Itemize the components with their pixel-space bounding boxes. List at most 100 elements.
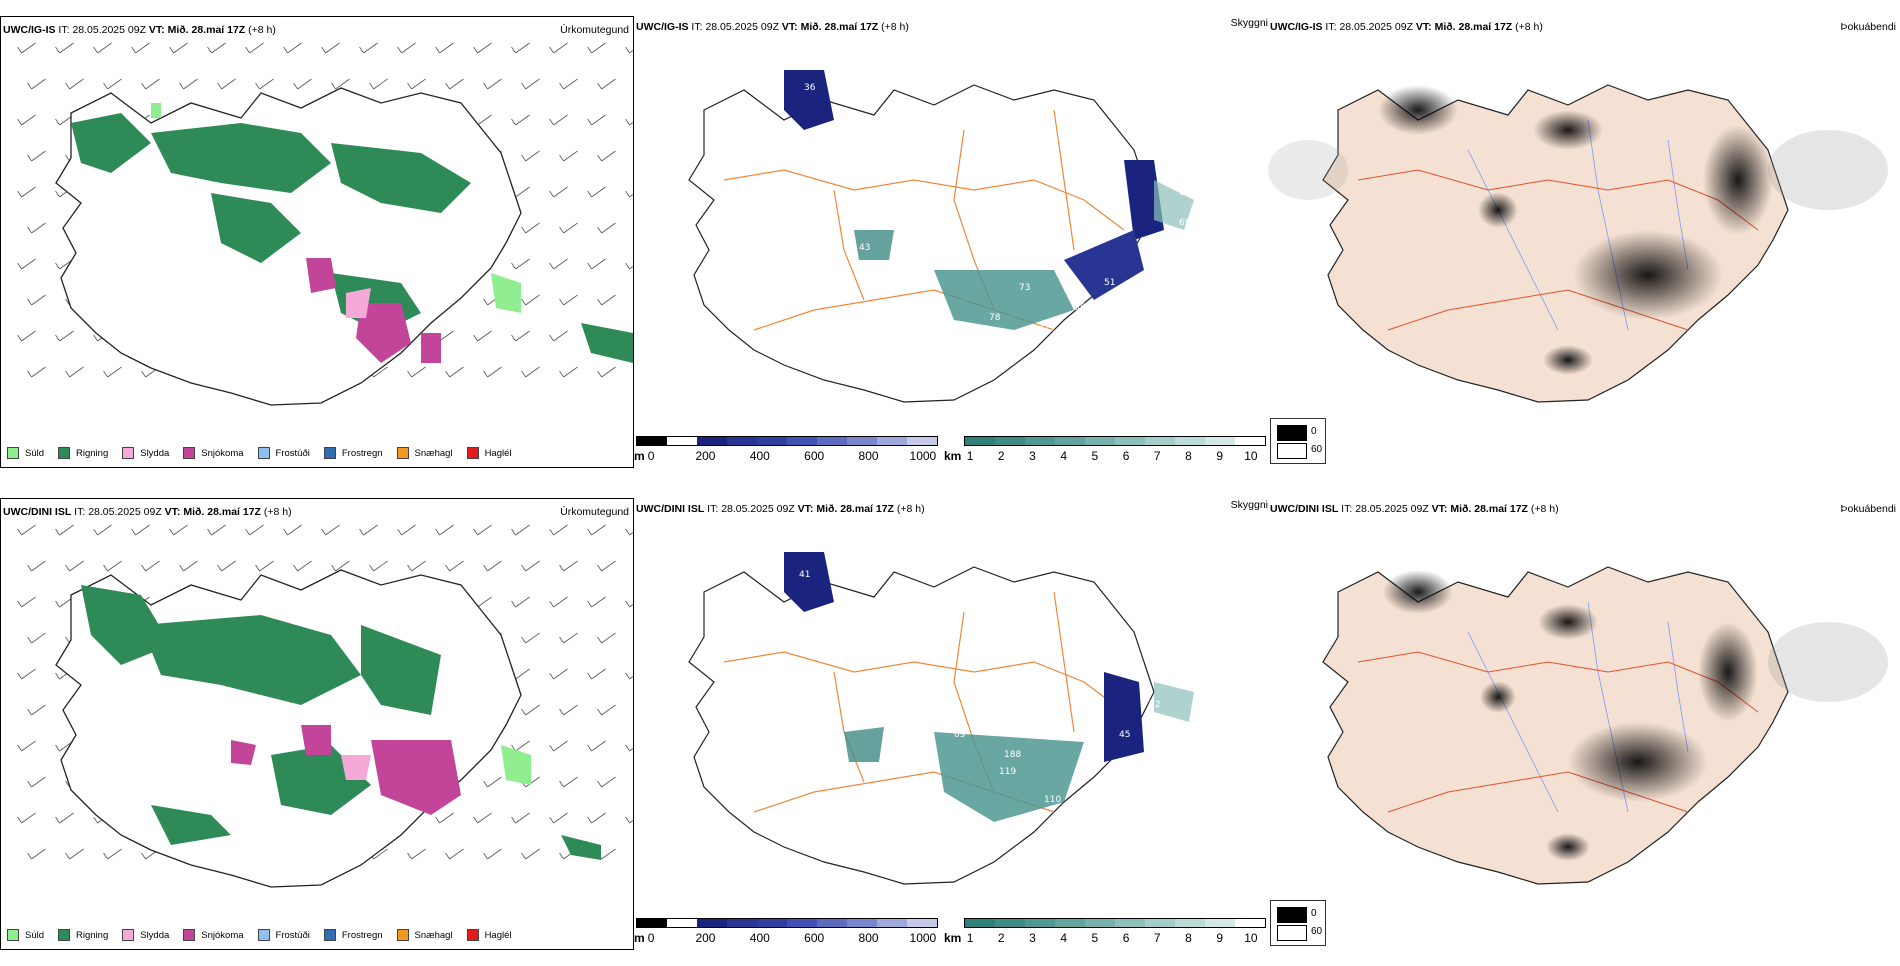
wind-barb [587, 812, 606, 824]
fog-legend-swatch-60 [1277, 443, 1307, 459]
wind-barb [435, 524, 454, 536]
colorbar-segment [1175, 437, 1205, 445]
wind-barb [103, 78, 122, 90]
legend-label: Haglél [484, 447, 512, 459]
wind-barb [55, 330, 74, 342]
legend-swatch [7, 447, 19, 459]
fog-index-panel: UWC/IG-IS IT: 28.05.2025 09Z VT: Mið. 28… [1268, 14, 1900, 470]
colorbar-tick: 10 [1244, 931, 1258, 945]
colorbar-tick: 600 [804, 931, 825, 945]
wind-barb [521, 366, 540, 378]
wind-barb [17, 42, 36, 54]
wind-barb [511, 812, 530, 824]
wind-barb [473, 42, 492, 54]
wind-barb [27, 632, 46, 644]
legend-item-frostregn: Frostregn [323, 929, 383, 941]
wind-barb [283, 524, 302, 536]
colorbar-tick: 7 [1153, 449, 1161, 463]
colorbar-tick: 9 [1216, 931, 1224, 945]
colorbar-segment [995, 919, 1025, 927]
wind-barb [587, 740, 606, 752]
wind-barb [179, 560, 198, 572]
wind-barb [27, 848, 46, 860]
legend-label: Snæhagl [414, 929, 453, 941]
wind-barb [445, 78, 464, 90]
colorbar-tick: 200 [695, 931, 716, 945]
fog-map [1268, 84, 1888, 403]
wind-barb [17, 186, 36, 198]
legend-item-rigning: Rigning [58, 447, 108, 459]
wind-barb [597, 776, 616, 788]
legend-swatch [323, 929, 336, 941]
wind-barb [407, 560, 426, 572]
forecast-row-1: UWC/IG-IS IT: 28.05.2025 09Z VT: Mið. 28… [0, 14, 1900, 484]
wind-barb [103, 366, 122, 378]
wind-barb [331, 560, 350, 572]
legend-label: Slydda [140, 929, 170, 941]
wind-barb [369, 560, 388, 572]
colorbar-segment [1205, 437, 1235, 445]
wind-barb [27, 366, 46, 378]
colorbar-segment [637, 919, 667, 927]
visibility-label: 42 [1154, 835, 1165, 845]
colorbar-group: m 0 200 400 600 800 1000 km 1 2 3 4 5 6 7 8 9 10 [634, 436, 1268, 466]
fog-legend-swatch-60 [1277, 925, 1307, 941]
visibility-label: 43 [859, 243, 870, 253]
wind-barb [17, 524, 36, 536]
colorbar-tick: 6 [1122, 449, 1130, 463]
legend-label: Frostregn [341, 447, 383, 459]
wind-barb [27, 78, 46, 90]
legend-label: Frostúði [275, 447, 310, 459]
colorbar-segment [1115, 437, 1145, 445]
colorbar-tick: 1000 [909, 931, 937, 945]
iceland-outline [688, 566, 1155, 885]
wind-barb [587, 114, 606, 126]
visibility-label: 50 [1144, 765, 1156, 775]
panel-name: Þokuábendi [1840, 503, 1896, 515]
wind-barb [559, 776, 578, 788]
fog-areas [1268, 85, 1888, 375]
wind-barb [245, 42, 264, 54]
wind-barb [217, 78, 236, 90]
legend-label: Rigning [76, 929, 109, 941]
wind-barb [521, 78, 540, 90]
colorbar-segment [1205, 919, 1235, 927]
panel-title: UWC/IG-IS IT: 28.05.2025 09Z VT: Mið. 28… [636, 21, 909, 33]
wind-barb [549, 330, 568, 342]
iceland-outline [688, 84, 1155, 403]
legend-item-snjókoma: Snjókoma [183, 929, 244, 941]
legend-label: Rigning [76, 447, 109, 459]
wind-barb [473, 524, 492, 536]
wind-barb [17, 114, 36, 126]
wind-barb [27, 560, 46, 572]
visibility-label: 57 [1049, 353, 1060, 363]
panel-title: UWC/IG-IS IT: 28.05.2025 09Z VT: Mið. 28… [1270, 21, 1543, 33]
precip-legend: Súld Rigning Slydda Snjókoma Frostúði Frostre… [7, 929, 512, 941]
colorbar-segment [787, 919, 817, 927]
wind-barb [483, 560, 502, 572]
legend-label: Frostúði [275, 929, 310, 941]
visibility-label: 127 [1039, 323, 1056, 333]
colorbar-tick: 400 [749, 449, 770, 463]
wind-barb [179, 78, 198, 90]
colorbar-segment [817, 919, 847, 927]
wind-barb [625, 744, 633, 752]
colorbar-tick: 600 [804, 449, 825, 463]
wind-barb [27, 776, 46, 788]
wind-barb [549, 812, 568, 824]
colorbar-segment [667, 437, 697, 445]
wind-barb [511, 114, 530, 126]
wind-barb [255, 560, 274, 572]
wind-barb [483, 776, 502, 788]
fog-legend-label: 0 [1311, 426, 1317, 437]
wind-barb [587, 524, 606, 536]
colorbar-tick: 0 [647, 931, 655, 945]
wind-barb [587, 186, 606, 198]
wind-barb [55, 524, 74, 536]
legend-label: Súld [25, 447, 45, 459]
colorbar-segment [727, 437, 757, 445]
visibility-label: 72 [1149, 700, 1160, 710]
wind-barb [17, 668, 36, 680]
wind-barb [27, 222, 46, 234]
wind-barb [407, 848, 426, 860]
